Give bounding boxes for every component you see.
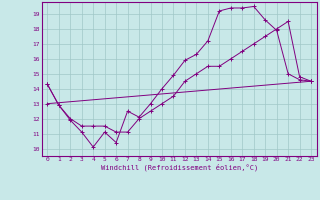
X-axis label: Windchill (Refroidissement éolien,°C): Windchill (Refroidissement éolien,°C) [100,164,258,171]
